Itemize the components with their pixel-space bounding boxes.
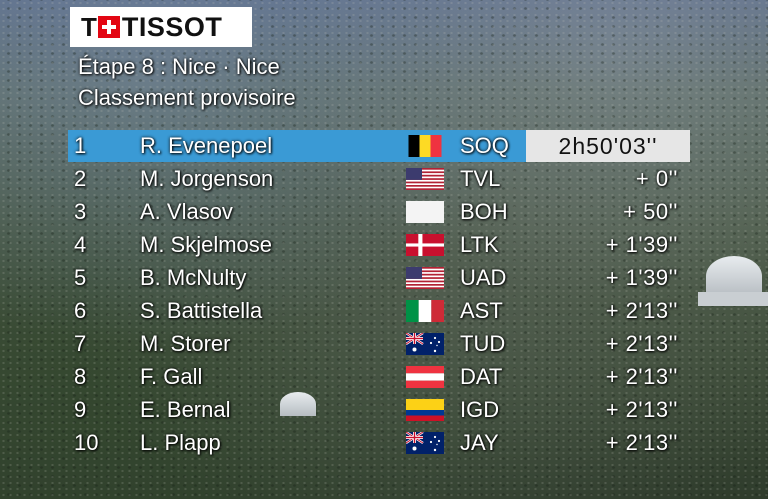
- colombia-flag-icon: [406, 398, 444, 421]
- position: 3: [74, 198, 87, 224]
- team-code: BOH: [460, 198, 508, 224]
- rider-time: + 1'39'': [605, 231, 678, 257]
- team-code: TVL: [460, 165, 501, 191]
- rider-name: L. Plapp: [140, 429, 221, 455]
- denmark-flag-icon: [406, 233, 444, 256]
- team-code: JAY: [460, 429, 499, 455]
- rider-time: + 2'13'': [605, 297, 678, 323]
- white-flag-icon: [406, 200, 444, 223]
- team-code: LTK: [460, 231, 499, 257]
- rider-time: + 2'13'': [605, 363, 678, 389]
- observatory-dome: [280, 392, 316, 416]
- table-row: 5 B. McNulty UAD + 1'39'': [68, 261, 690, 294]
- stage-title: Étape 8 : Nice · Nice: [78, 54, 280, 79]
- rider-time: + 1'39'': [605, 264, 678, 290]
- standings-subtitle: Classement provisoire: [78, 85, 296, 110]
- table-row: 4 M. Skjelmose LTK + 1'39'': [68, 228, 690, 261]
- rider-time: + 2'13'': [605, 330, 678, 356]
- table-row: 7 M. Storer TUD + 2'13'': [68, 327, 690, 360]
- italy-flag-icon: [406, 299, 444, 322]
- team-code: SOQ: [460, 133, 509, 158]
- rider-name: M. Skjelmose: [140, 231, 273, 257]
- rider-time: + 50'': [623, 198, 678, 224]
- australia-flag-icon: [406, 431, 444, 454]
- table-row: 3 A. Vlasov BOH + 50'': [68, 195, 690, 228]
- belgium-flag-icon: [406, 135, 444, 157]
- rider-name: S. Battistella: [140, 297, 263, 323]
- usa-flag-icon: [406, 266, 444, 289]
- rider-name: R. Evenepoel: [140, 133, 273, 158]
- rider-name: E. Bernal: [140, 396, 231, 422]
- table-row: 6 S. Battistella AST + 2'13'': [68, 294, 690, 327]
- rider-name: A. Vlasov: [140, 198, 233, 224]
- team-code: DAT: [460, 363, 503, 389]
- rider-time: + 2'13'': [605, 396, 678, 422]
- logo-wordmark: TISSOT: [121, 11, 223, 42]
- rider-name: F. Gall: [140, 363, 203, 389]
- team-code: IGD: [460, 396, 500, 422]
- austria-flag-icon: [406, 365, 444, 388]
- rider-name: M. Storer: [140, 330, 231, 356]
- rider-time: 2h50'03'': [526, 130, 690, 162]
- position: 9: [74, 396, 87, 422]
- rider-name: M. Jorgenson: [140, 165, 274, 191]
- position: 7: [74, 330, 87, 356]
- australia-flag-icon: [406, 332, 444, 355]
- rider-time: + 0'': [635, 165, 678, 191]
- table-row: 9 E. Bernal IGD + 2'13'': [68, 393, 690, 426]
- table-row: 1 R. Evenepoel SOQ 2h50'03'': [68, 130, 690, 162]
- observatory-dome: [698, 256, 768, 306]
- table-row: 8 F. Gall DAT + 2'13'': [68, 360, 690, 393]
- rider-time: + 2'13'': [605, 429, 678, 455]
- rider-name: B. McNulty: [140, 264, 247, 290]
- position: 2: [74, 165, 87, 191]
- table-row: 2 M. Jorgenson TVL + 0'': [68, 162, 690, 195]
- position: 6: [74, 297, 87, 323]
- standings-table: 1 R. Evenepoel SOQ 2h50'03'' 2 M. Jorgen…: [68, 130, 690, 459]
- usa-flag-icon: [406, 167, 444, 190]
- logo-mark: T: [81, 12, 121, 43]
- position: 8: [74, 363, 87, 389]
- position: 1: [74, 133, 87, 158]
- swiss-cross-icon: [97, 16, 120, 38]
- team-code: UAD: [460, 264, 507, 290]
- position: 5: [74, 264, 87, 290]
- team-code: AST: [460, 297, 503, 323]
- position: 4: [74, 231, 87, 257]
- team-code: TUD: [460, 330, 506, 356]
- logo-t: T: [81, 11, 97, 42]
- tissot-logo: T TISSOT: [70, 7, 252, 47]
- table-row: 10 L. Plapp JAY + 2'13'': [68, 426, 690, 459]
- position: 10: [74, 429, 99, 455]
